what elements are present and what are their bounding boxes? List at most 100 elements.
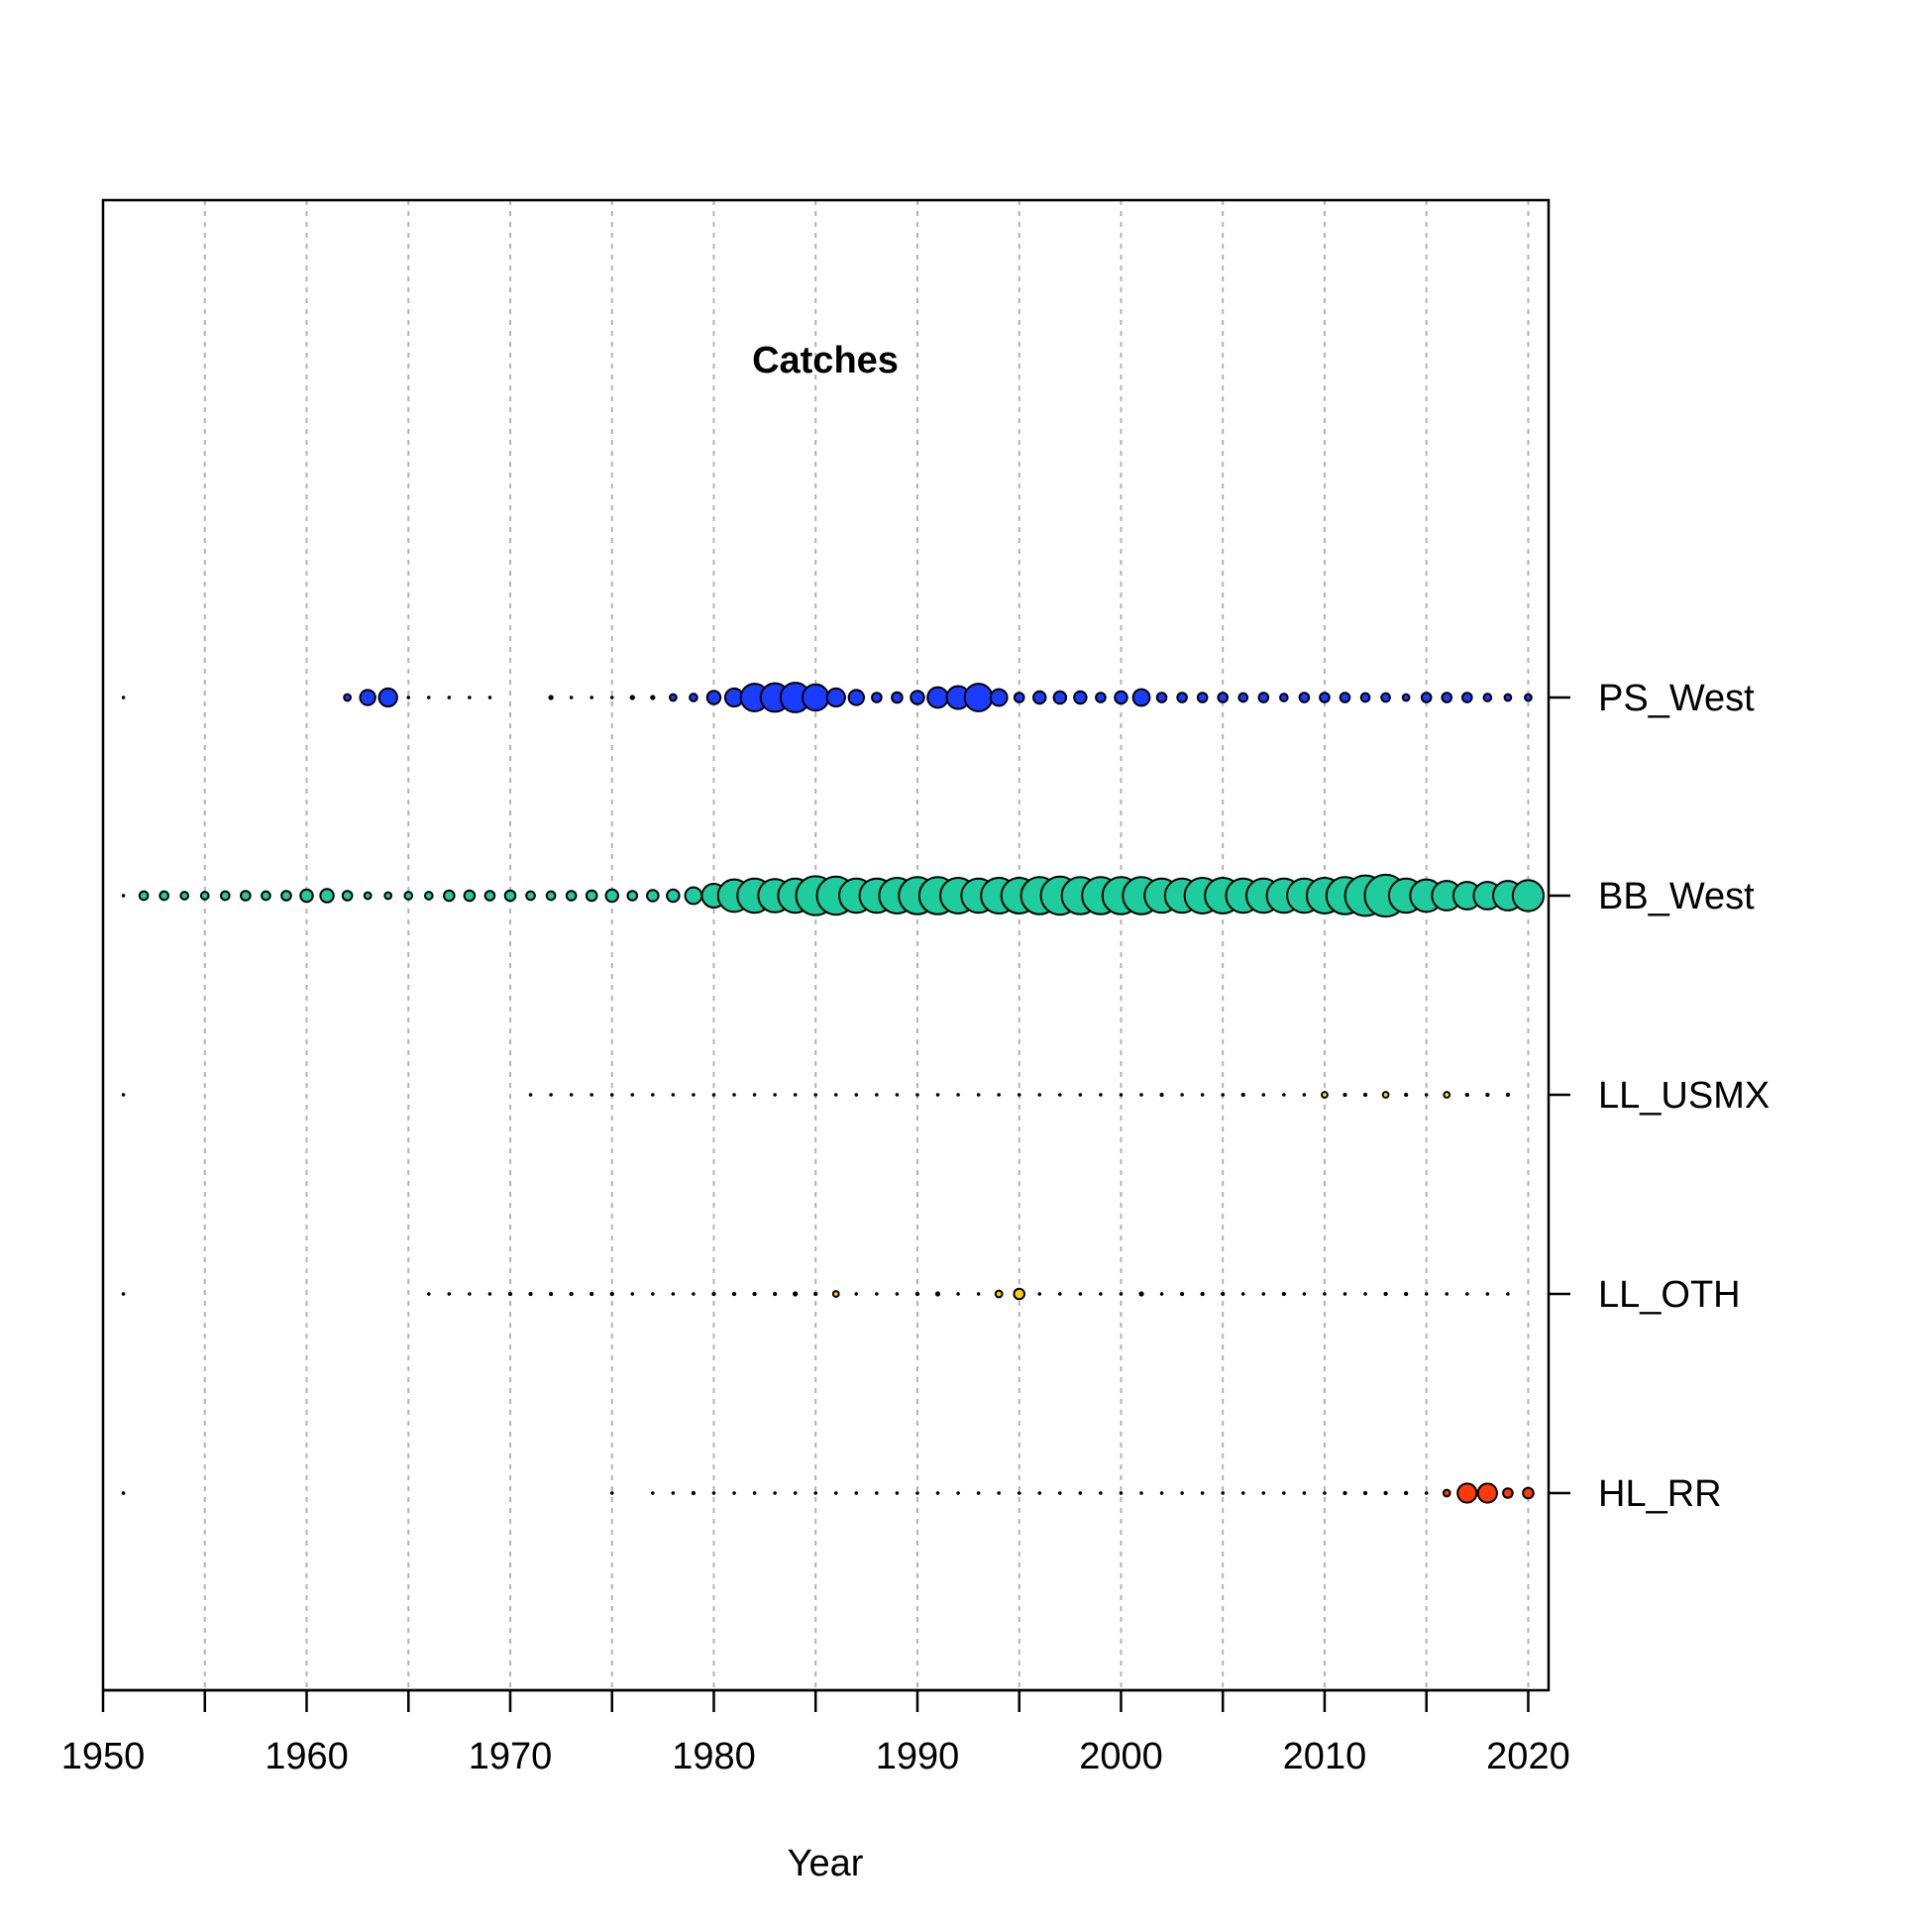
bubble [1078,1093,1083,1097]
bubble [626,890,639,902]
bubble [1240,1292,1245,1296]
bubble [666,888,681,904]
bubble [1176,692,1188,703]
bubble [609,1291,614,1297]
bubble [1323,1491,1327,1495]
bubble [1159,1292,1164,1296]
bubble [935,1093,940,1097]
bubble [956,1292,960,1296]
bubble [179,891,190,901]
bubble [199,891,210,901]
series-ps-west [121,682,1533,713]
bubble [813,1491,818,1495]
bubble [1424,1093,1429,1097]
series-hl-rr [121,1482,1535,1504]
bubble [569,1093,574,1097]
bubble [1511,879,1546,912]
bubble [1237,692,1249,703]
bubble [1403,1490,1409,1496]
bubble [447,696,452,699]
bubble [1482,693,1493,702]
bubble [569,1291,574,1297]
bubble [1257,692,1270,703]
bubble [1095,692,1107,703]
bubble [426,1292,431,1296]
bubble [1155,692,1168,703]
bubble [630,1093,635,1097]
bubble [1464,1292,1469,1296]
bubble [997,1491,1002,1495]
bubble [831,1290,840,1298]
bubble [219,890,231,902]
bubble [1476,1482,1498,1504]
y-tick-label: LL_USMX [1598,1075,1770,1117]
bubble [989,688,1009,707]
bubble [1073,690,1088,705]
bubble [895,1292,900,1296]
bubble [609,1491,614,1495]
bubble [646,889,660,903]
bubble [121,1093,126,1097]
bubble [997,1093,1002,1097]
bubble [833,1491,838,1495]
bubble [609,696,614,699]
bubble [956,1491,960,1495]
bubble [1119,1292,1124,1296]
bubble [813,1093,818,1097]
bubble [1159,1092,1164,1098]
bubble [261,890,271,902]
x-tick-label: 1970 [469,1736,553,1777]
bubble [1200,1093,1205,1097]
bubble [1282,1093,1286,1097]
bubble [548,695,554,700]
bubble [447,1292,452,1296]
bubble [1037,1093,1042,1097]
bubble [1240,1092,1245,1098]
x-tick-label: 1980 [672,1736,756,1777]
bubble [1298,692,1311,703]
bubble [1179,1291,1185,1297]
chart-title: Catches [752,340,899,381]
bubble [383,891,393,901]
series-ll-oth [121,1287,1510,1301]
x-axis: 1950 1960 1970 1980 1990 2000 2010 2020 [61,1688,1570,1777]
bubble [121,894,126,898]
bubble [813,1291,818,1297]
bubble [1445,1292,1449,1296]
bubble [1131,688,1151,707]
bubble [871,692,883,703]
bubble [963,683,994,712]
bubble [854,1292,859,1296]
bubble [1362,1092,1368,1098]
x-tick-label: 1950 [61,1736,146,1777]
bubble [1119,1093,1124,1097]
bubble [732,1491,736,1495]
bubble [1261,1292,1266,1296]
bubble [1078,1491,1083,1495]
bubble [1261,1093,1266,1097]
bubble [825,687,846,708]
bubble [895,1491,900,1495]
bubble [1159,1491,1164,1495]
bubble [1032,690,1047,705]
bubble [240,890,252,902]
bubble [1114,690,1128,705]
bubble [1363,1292,1367,1296]
bubble [731,1291,737,1297]
bubble [1464,1092,1469,1098]
bubble [1261,1491,1266,1495]
bubble [406,696,411,699]
bubble [507,1291,513,1297]
bubble [684,886,703,906]
bubble [549,1093,553,1097]
x-axis-label: Year [788,1843,864,1884]
bubble [1503,693,1513,702]
bubble [1485,1292,1490,1296]
bubble [926,686,949,709]
bubble [802,683,830,712]
bubble [1342,1292,1347,1296]
bubble [1052,690,1068,705]
x-tick-label: 2010 [1283,1736,1367,1777]
bubble [1403,1291,1409,1297]
bubble [359,689,376,706]
